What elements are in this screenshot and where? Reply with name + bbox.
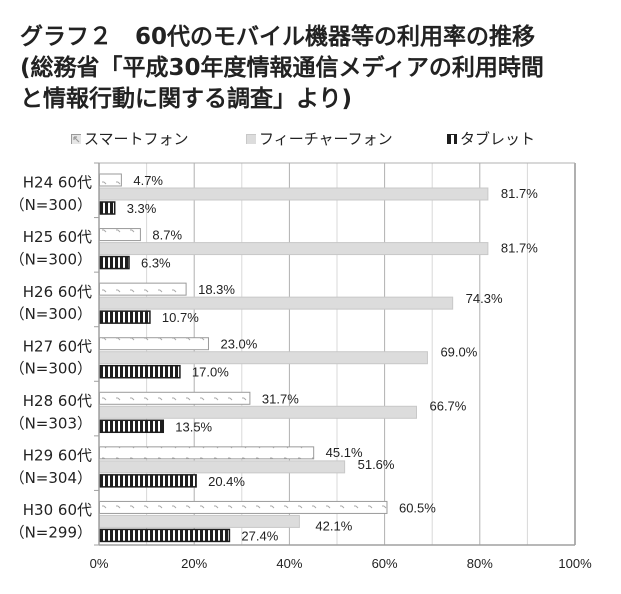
x-tick-label: 60% (372, 556, 398, 571)
bars (98, 173, 489, 543)
x-tick-label: 20% (181, 556, 207, 571)
value-label-tablet: 10.7% (162, 310, 199, 325)
value-label-tablet: 6.3% (141, 256, 171, 271)
bar-smartphone (99, 500, 388, 514)
category-label-year: H26 60代 (23, 283, 92, 301)
bar-feature-phone (99, 351, 428, 365)
x-tick-label: 0% (90, 556, 109, 571)
legend-label-tablet: タブレット (460, 130, 536, 148)
legend-label-smartphone: スマートフォン (84, 130, 189, 148)
bar-feature-phone (99, 405, 417, 419)
x-tick-label: 100% (558, 556, 592, 571)
value-label-feature-phone: 74.3% (466, 291, 503, 306)
category-label-n: （N=304） (10, 469, 92, 487)
category-label-n: （N=300） (10, 305, 92, 323)
value-label-feature-phone: 51.6% (358, 457, 395, 472)
bar-tablet (98, 255, 130, 270)
chart-title-line-2: (総務省「平成30年度情報通信メディアの利用時間 (20, 55, 544, 81)
category-label-n: （N=300） (10, 360, 92, 378)
value-label-smartphone: 60.5% (399, 500, 436, 515)
x-tick-label: 80% (467, 556, 493, 571)
value-label-feature-phone: 66.7% (429, 398, 466, 413)
axes (94, 162, 576, 546)
smartphone-swatch-icon (71, 133, 81, 144)
bar-smartphone (99, 173, 122, 187)
value-label-smartphone: 45.1% (326, 445, 363, 460)
bar-tablet (98, 528, 231, 543)
bar-feature-phone (99, 514, 300, 528)
category-label-year: H25 60代 (23, 228, 92, 246)
category-label-year: H28 60代 (23, 392, 92, 410)
category-label-n: （N=299） (10, 523, 92, 541)
value-label-smartphone: 18.3% (198, 282, 235, 297)
bar-feature-phone (99, 187, 489, 201)
bar-smartphone (99, 228, 141, 242)
value-label-tablet: 13.5% (175, 419, 212, 434)
tablet-swatch-icon (447, 133, 457, 144)
bar-smartphone (99, 282, 187, 296)
value-label-tablet: 17.0% (192, 365, 229, 380)
bar-tablet (98, 310, 151, 324)
value-label-tablet: 3.3% (127, 201, 157, 216)
value-label-smartphone: 8.7% (152, 228, 182, 243)
chart-title-line-3: と情報行動に関する調査」より) (20, 86, 353, 112)
category-label-year: H27 60代 (23, 337, 92, 355)
legend-label-feature-phone: フィーチャーフォン (259, 130, 393, 148)
value-label-feature-phone: 81.7% (501, 241, 538, 256)
legend: スマートフォン フィーチャーフォン タブレット (0, 128, 621, 150)
category-label-year: H24 60代 (23, 174, 92, 192)
value-label-feature-phone: 42.1% (315, 518, 352, 533)
legend-item-tablet: タブレット (447, 128, 535, 149)
labels: 0% 20% 40% 60% 80% 100% H24 60代 （N=300） 4.7% 81.7… (10, 173, 592, 571)
bar-smartphone (99, 446, 315, 460)
feature-phone-swatch-icon (246, 133, 256, 144)
value-label-tablet: 20.4% (208, 474, 245, 489)
bar-tablet (98, 364, 181, 379)
value-label-tablet: 27.4% (241, 528, 278, 543)
bar-tablet (98, 474, 197, 488)
category-label-n: （N=300） (10, 196, 92, 214)
value-label-smartphone: 23.0% (220, 337, 257, 352)
bar-smartphone (99, 391, 251, 405)
chart-title-line-1: グラフ２ 60代のモバイル機器等の利用率の推移 (20, 24, 536, 50)
value-label-smartphone: 31.7% (262, 391, 299, 406)
legend-item-smartphone: スマートフォン (71, 128, 189, 149)
value-label-feature-phone: 69.0% (440, 345, 477, 360)
bar-tablet (98, 419, 165, 434)
category-label-year: H30 60代 (23, 501, 92, 519)
legend-item-feature-phone: フィーチャーフォン (246, 128, 393, 149)
value-label-smartphone: 4.7% (133, 173, 163, 188)
category-label-year: H29 60代 (23, 447, 92, 465)
bar-smartphone (99, 337, 209, 351)
x-tick-label: 40% (276, 556, 302, 571)
bar-feature-phone (99, 296, 454, 310)
bar-feature-phone (99, 242, 489, 256)
bar-tablet (98, 201, 116, 215)
bar-feature-phone (99, 460, 346, 474)
value-label-feature-phone: 81.7% (501, 186, 538, 201)
chart-title: グラフ２ 60代のモバイル機器等の利用率の推移 (総務省「平成30年度情報通信メ… (20, 22, 610, 115)
category-label-n: （N=300） (10, 251, 92, 269)
category-label-n: （N=303） (10, 414, 92, 432)
